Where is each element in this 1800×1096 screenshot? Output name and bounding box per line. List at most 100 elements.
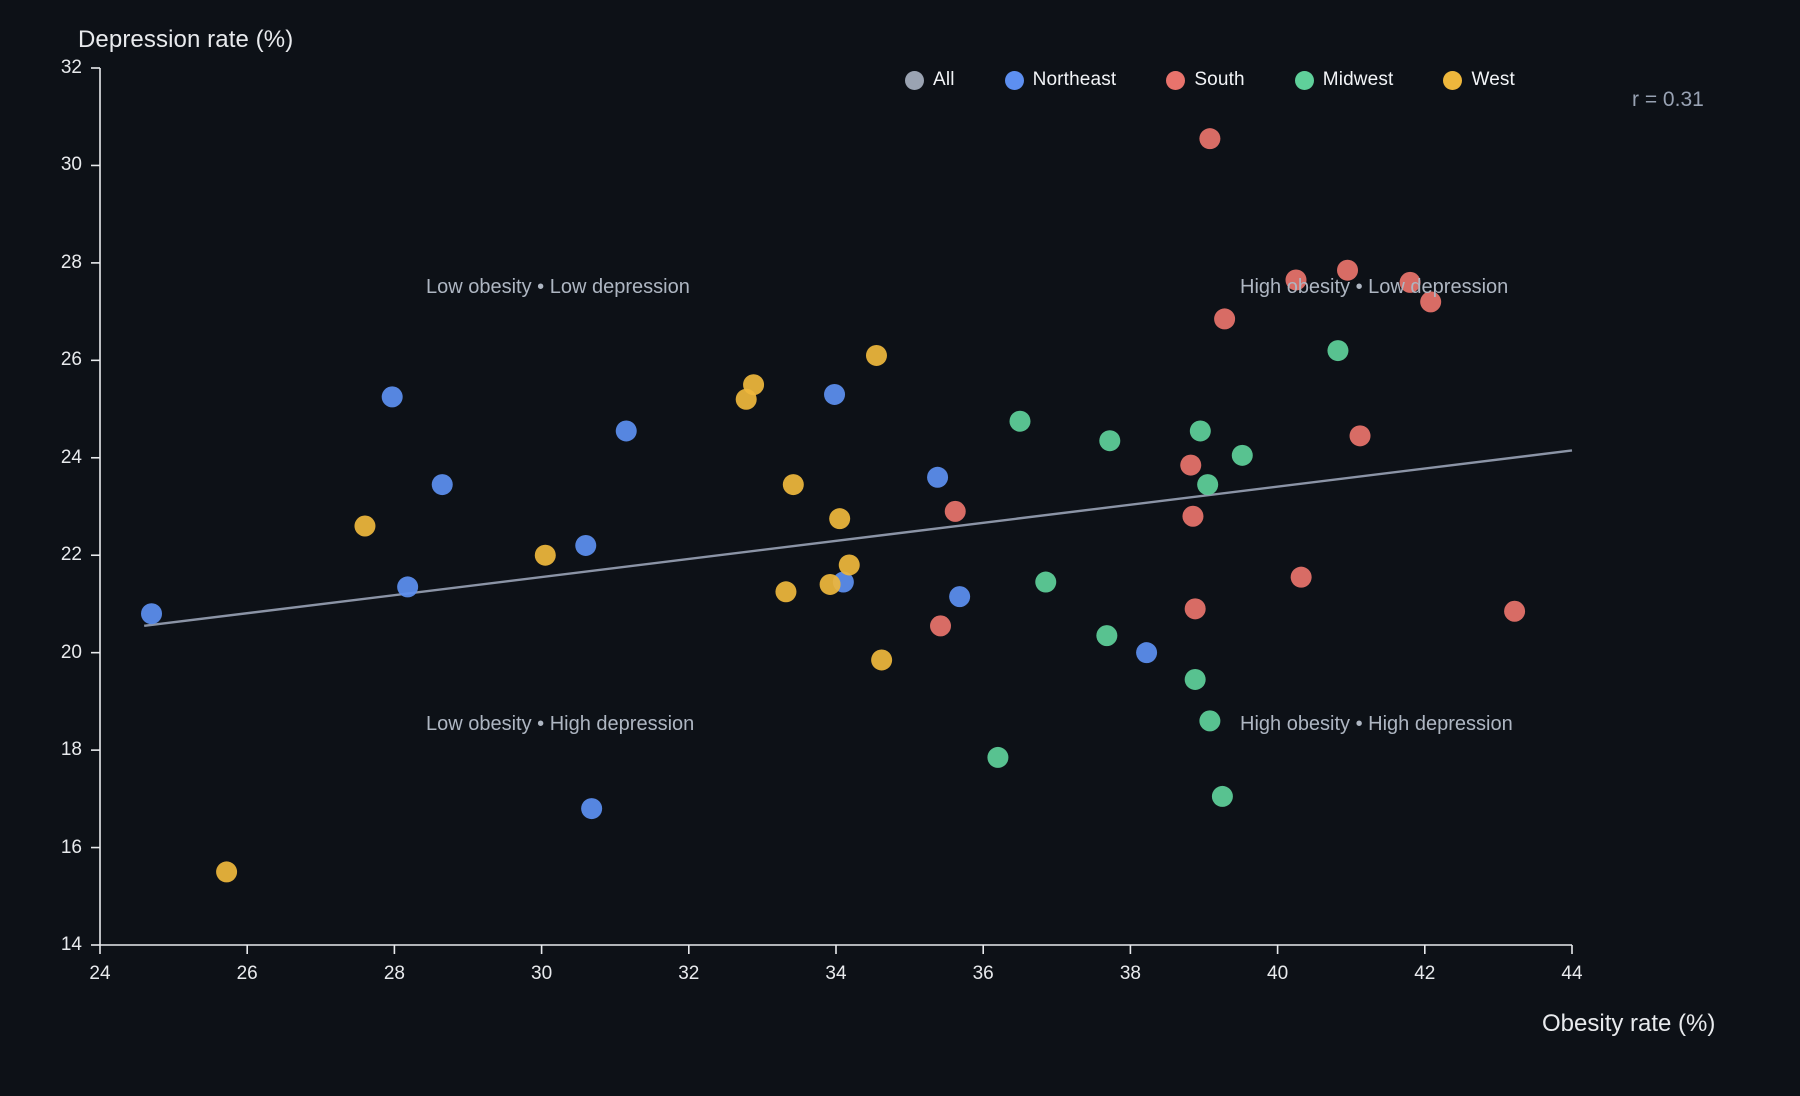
scatter-point[interactable] — [1285, 269, 1307, 291]
scatter-point[interactable] — [1184, 598, 1206, 620]
trendline — [144, 449, 1573, 628]
axis-lines — [99, 68, 1572, 946]
scatter-point[interactable] — [534, 544, 556, 566]
scatter-point[interactable] — [1214, 308, 1236, 330]
scatter-point[interactable] — [838, 554, 860, 576]
scatter-point[interactable] — [1197, 474, 1219, 496]
x-tick-label: 28 — [383, 963, 405, 984]
series-west — [216, 344, 893, 883]
scatter-point[interactable] — [216, 861, 238, 883]
scatter-point[interactable] — [431, 474, 453, 496]
scatter-point[interactable] — [1420, 291, 1442, 313]
scatter-point[interactable] — [949, 586, 971, 608]
scatter-point[interactable] — [865, 344, 887, 366]
scatter-point[interactable] — [354, 515, 376, 537]
scatter-point[interactable] — [927, 466, 949, 488]
y-tick-label: 28 — [60, 251, 82, 273]
scatter-point[interactable] — [1184, 668, 1206, 690]
correlation-annotation: r = 0.31 — [1632, 88, 1704, 111]
scatter-point[interactable] — [819, 573, 841, 595]
scatter-point[interactable] — [1199, 128, 1221, 150]
scatter-point[interactable] — [782, 474, 804, 496]
scatter-point[interactable] — [1211, 785, 1233, 807]
annotation-low-obesity-high-depression: Low obesity • High depression — [426, 713, 695, 735]
x-tick-label: 32 — [678, 963, 700, 984]
y-tick-label: 20 — [60, 641, 82, 663]
annotation-low-obesity-low-depression: Low obesity • Low depression — [426, 276, 690, 298]
legend-item-all[interactable]: All — [905, 69, 955, 91]
scatter-point[interactable] — [871, 649, 893, 671]
x-tick-label: 42 — [1414, 963, 1436, 984]
legend-label: Northeast — [1032, 69, 1117, 90]
legend-label: South — [1194, 69, 1245, 90]
x-tick-label: 24 — [89, 963, 111, 984]
scatter-point[interactable] — [1337, 259, 1359, 281]
scatter-point[interactable] — [1182, 505, 1204, 527]
x-tick-label: 38 — [1119, 963, 1141, 984]
legend: All Northeast South Midwest West — [905, 66, 1565, 94]
legend-item-midwest[interactable]: Midwest — [1294, 69, 1394, 91]
scatter-point[interactable] — [581, 798, 603, 820]
scatter-point[interactable] — [1099, 430, 1121, 452]
legend-item-west[interactable]: West — [1443, 69, 1515, 91]
scatter-point[interactable] — [1231, 444, 1253, 466]
legend-label: West — [1471, 69, 1515, 90]
data-points — [141, 128, 1526, 883]
scatter-point[interactable] — [987, 746, 1009, 768]
scatter-point[interactable] — [1199, 710, 1221, 732]
y-tick-label: 16 — [60, 836, 82, 858]
scatter-point[interactable] — [1349, 425, 1371, 447]
legend-item-south[interactable]: South — [1166, 69, 1245, 91]
scatter-point[interactable] — [1035, 571, 1057, 593]
scatter-point[interactable] — [775, 581, 797, 603]
legend-label: Midwest — [1322, 69, 1394, 90]
legend-swatch-icon — [1166, 70, 1186, 90]
scatter-point[interactable] — [1180, 454, 1202, 476]
series-midwest — [987, 340, 1349, 807]
legend-item-northeast[interactable]: Northeast — [1004, 69, 1117, 91]
legend-swatch-icon — [1004, 70, 1024, 90]
y-tick-label: 14 — [60, 934, 82, 955]
tick-marks — [91, 67, 1573, 954]
scatter-point[interactable] — [930, 615, 952, 637]
y-tick-label: 22 — [60, 544, 82, 566]
scatter-point[interactable] — [1136, 642, 1158, 664]
legend-swatch-icon — [1294, 70, 1314, 90]
scatter-point[interactable] — [615, 420, 637, 442]
trendline-path — [144, 449, 1573, 628]
scatter-point[interactable] — [1504, 600, 1526, 622]
x-axis-title: Obesity rate (%) — [1542, 1010, 1716, 1037]
y-axis-title: Depression rate (%) — [78, 26, 294, 53]
scatter-point[interactable] — [743, 374, 765, 396]
x-tick-label: 40 — [1267, 963, 1289, 984]
x-tick-label: 36 — [972, 963, 994, 984]
legend-swatch-icon — [1443, 70, 1463, 90]
x-tick-label: 44 — [1561, 963, 1583, 984]
scatter-point[interactable] — [1290, 566, 1312, 588]
y-tick-label: 32 — [60, 57, 82, 78]
scatter-point[interactable] — [1096, 625, 1118, 647]
annotation-high-obesity-low-depression: High obesity • Low depression — [1240, 276, 1509, 298]
scatter-point[interactable] — [1189, 420, 1211, 442]
scatter-point[interactable] — [1399, 271, 1421, 293]
scatter-point[interactable] — [141, 603, 163, 625]
scatter-point[interactable] — [381, 386, 403, 408]
legend-swatch-icon — [905, 70, 924, 90]
series-south — [930, 128, 1526, 637]
y-tick-label: 18 — [60, 739, 82, 761]
x-tick-label: 30 — [531, 963, 553, 984]
scatter-point[interactable] — [829, 508, 851, 530]
scatter-point[interactable] — [944, 500, 966, 522]
scatter-point[interactable] — [1009, 410, 1031, 432]
legend-label: All — [933, 69, 955, 90]
y-tick-label: 24 — [60, 446, 82, 468]
x-tick-label: 34 — [825, 963, 847, 984]
x-tick-label: 26 — [236, 963, 258, 984]
scatter-point[interactable] — [575, 534, 597, 556]
series-northeast — [141, 383, 1158, 820]
scatter-point[interactable] — [824, 383, 846, 405]
scatter-point[interactable] — [397, 576, 419, 598]
scatter-point[interactable] — [1327, 340, 1349, 362]
